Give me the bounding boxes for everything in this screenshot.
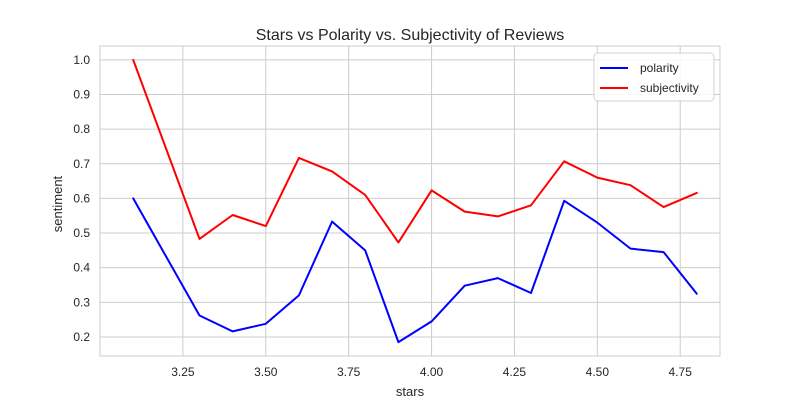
y-tick-label: 0.7 <box>73 157 90 171</box>
grid <box>100 46 720 356</box>
data-point-polarity <box>596 222 598 224</box>
data-point-subjectivity <box>663 206 665 208</box>
plot-frame <box>99 45 721 357</box>
data-point-subjectivity <box>265 225 267 227</box>
data-point-polarity <box>563 200 565 202</box>
y-tick-label: 0.2 <box>73 330 90 344</box>
x-tick-label: 3.75 <box>337 365 361 379</box>
y-tick-label: 0.8 <box>73 122 90 136</box>
y-tick-label: 0.9 <box>73 87 90 101</box>
x-tick-label: 4.25 <box>503 365 527 379</box>
data-point-polarity <box>132 197 134 199</box>
data-point-polarity <box>331 221 333 223</box>
data-point-polarity <box>431 320 433 322</box>
x-axis-ticks: 3.25 3.50 3.75 4.00 4.25 4.50 4.75 <box>171 365 692 379</box>
data-point-subjectivity <box>331 170 333 172</box>
data-point-polarity <box>530 292 532 294</box>
y-tick-label: 0.4 <box>73 261 90 275</box>
data-point-subjectivity <box>298 157 300 159</box>
y-axis-ticks: 0.2 0.3 0.4 0.5 0.6 0.7 0.8 0.9 1.0 <box>73 53 90 344</box>
chart-title: Stars vs Polarity vs. Subjectivity of Re… <box>256 27 565 44</box>
series-layer <box>132 58 698 344</box>
x-tick-label: 4.00 <box>420 365 444 379</box>
data-point-subjectivity <box>530 204 532 206</box>
series-line-polarity <box>132 197 698 344</box>
data-point-subjectivity <box>629 184 631 186</box>
data-point-subjectivity <box>464 211 466 213</box>
data-point-subjectivity <box>596 177 598 179</box>
data-point-polarity <box>397 341 399 343</box>
y-tick-label: 0.3 <box>73 295 90 309</box>
legend-label-polarity: polarity <box>640 61 679 75</box>
data-point-polarity <box>629 248 631 250</box>
x-tick-label: 3.50 <box>254 365 278 379</box>
x-tick-label: 4.75 <box>669 365 693 379</box>
data-point-subjectivity <box>232 214 234 216</box>
x-tick-label: 3.25 <box>171 365 195 379</box>
data-point-polarity <box>663 251 665 253</box>
y-axis-label: sentiment <box>50 175 65 232</box>
data-point-subjectivity <box>397 241 399 243</box>
series-line-subjectivity <box>132 58 698 244</box>
data-point-subjectivity <box>563 160 565 162</box>
data-point-polarity <box>696 293 698 295</box>
data-point-polarity <box>298 294 300 296</box>
data-point-subjectivity <box>364 194 366 196</box>
y-tick-label: 0.6 <box>73 191 90 205</box>
data-point-polarity <box>198 314 200 316</box>
data-point-subjectivity <box>497 215 499 217</box>
legend-label-subjectivity: subjectivity <box>640 81 699 95</box>
data-point-subjectivity <box>132 59 134 61</box>
data-point-polarity <box>464 285 466 287</box>
x-tick-label: 4.50 <box>586 365 610 379</box>
legend: polarity subjectivity <box>593 52 715 102</box>
x-axis-label: stars <box>396 384 425 399</box>
data-point-subjectivity <box>431 189 433 191</box>
data-point-polarity <box>364 249 366 251</box>
data-point-subjectivity <box>696 192 698 194</box>
y-tick-label: 1.0 <box>73 53 90 67</box>
data-point-subjectivity <box>198 238 200 240</box>
data-point-polarity <box>497 277 499 279</box>
y-tick-label: 0.5 <box>73 226 90 240</box>
data-point-polarity <box>232 330 234 332</box>
data-point-polarity <box>265 323 267 325</box>
